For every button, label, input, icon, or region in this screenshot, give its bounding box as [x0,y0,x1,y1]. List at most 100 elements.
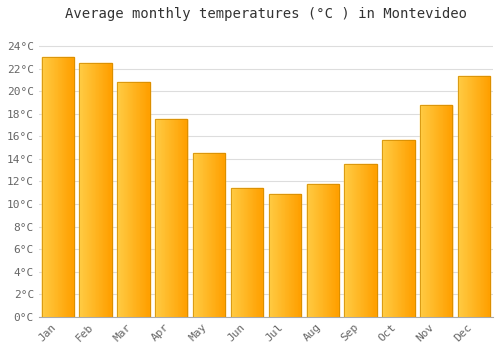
Bar [389,140,390,317]
Bar [306,184,339,317]
Bar [143,82,144,317]
Bar [131,82,132,317]
Bar [270,194,271,317]
Bar [396,140,397,317]
Bar [198,153,200,317]
Bar [269,194,270,317]
Bar [182,119,184,317]
Bar [238,188,239,317]
Bar [120,82,122,317]
Bar [272,194,273,317]
Bar [317,184,318,317]
Bar [42,57,43,317]
Bar [157,119,158,317]
Bar [422,105,424,317]
Bar [215,153,216,317]
Bar [421,105,422,317]
Bar [271,194,272,317]
Bar [331,184,332,317]
Bar [344,164,346,317]
Bar [424,105,425,317]
Bar [386,140,387,317]
Bar [289,194,290,317]
Bar [413,140,414,317]
Bar [354,164,355,317]
Bar [42,57,74,317]
Bar [375,164,376,317]
Bar [204,153,205,317]
Bar [92,63,93,317]
Bar [107,63,108,317]
Bar [158,119,159,317]
Bar [193,153,194,317]
Bar [316,184,317,317]
Bar [138,82,139,317]
Bar [383,140,384,317]
Bar [486,76,487,317]
Bar [65,57,66,317]
Bar [219,153,220,317]
Bar [97,63,98,317]
Bar [284,194,285,317]
Bar [334,184,335,317]
Bar [236,188,238,317]
Bar [255,188,256,317]
Bar [72,57,73,317]
Bar [68,57,69,317]
Bar [212,153,213,317]
Bar [135,82,136,317]
Bar [242,188,243,317]
Bar [89,63,90,317]
Bar [216,153,217,317]
Bar [466,76,467,317]
Bar [100,63,101,317]
Bar [336,184,337,317]
Bar [479,76,480,317]
Bar [384,140,386,317]
Bar [102,63,103,317]
Bar [434,105,436,317]
Bar [211,153,212,317]
Bar [351,164,352,317]
Bar [444,105,445,317]
Bar [232,188,234,317]
Bar [82,63,84,317]
Bar [398,140,399,317]
Bar [320,184,321,317]
Bar [96,63,97,317]
Bar [217,153,218,317]
Bar [254,188,255,317]
Bar [471,76,472,317]
Bar [222,153,223,317]
Bar [101,63,102,317]
Bar [218,153,219,317]
Bar [60,57,61,317]
Bar [403,140,404,317]
Bar [409,140,410,317]
Bar [426,105,428,317]
Bar [472,76,474,317]
Bar [350,164,351,317]
Bar [80,63,112,317]
Bar [405,140,406,317]
Bar [256,188,258,317]
Bar [288,194,289,317]
Bar [48,57,49,317]
Bar [201,153,202,317]
Bar [335,184,336,317]
Bar [292,194,293,317]
Bar [280,194,281,317]
Bar [318,184,320,317]
Bar [463,76,464,317]
Bar [170,119,172,317]
Bar [244,188,246,317]
Bar [49,57,50,317]
Bar [321,184,322,317]
Bar [262,188,263,317]
Bar [347,164,348,317]
Bar [483,76,484,317]
Bar [243,188,244,317]
Bar [62,57,64,317]
Bar [184,119,185,317]
Bar [412,140,413,317]
